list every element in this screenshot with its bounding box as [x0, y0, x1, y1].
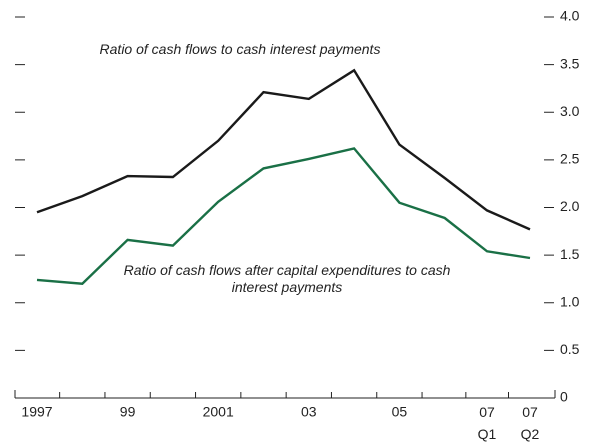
y-tick-label: 4.0 [560, 8, 580, 24]
y-tick-label: 1.5 [560, 246, 580, 262]
series-label: Ratio of cash flows to cash interest pay… [99, 41, 381, 57]
series-line [36, 147, 531, 285]
x-tick-label: 03 [301, 404, 317, 420]
series-label-text: Ratio of cash flows after capital expend… [123, 262, 451, 295]
x-tick-label: 99 [120, 404, 136, 420]
y-tick-label: 2.0 [560, 198, 580, 214]
x-tick-label: 07 Q1 [478, 404, 497, 442]
y-tick-label: 3.0 [560, 103, 580, 119]
y-tick-label: 0.5 [560, 341, 580, 357]
series-line [36, 68, 531, 231]
y-tick-label: 3.5 [560, 55, 580, 71]
y-tick-label: 1.0 [560, 293, 580, 309]
x-tick-label: 07 Q2 [521, 404, 540, 442]
series-label-text: Ratio of cash flows to cash interest pay… [99, 41, 381, 57]
x-tick-label: 05 [392, 404, 408, 420]
series-label: Ratio of cash flows after capital expend… [123, 262, 451, 295]
y-tick-label: 2.5 [560, 151, 580, 167]
y-tick-label: 0 [560, 389, 568, 405]
x-tick-label: 2001 [203, 404, 234, 420]
x-tick-label: 1997 [21, 404, 52, 420]
